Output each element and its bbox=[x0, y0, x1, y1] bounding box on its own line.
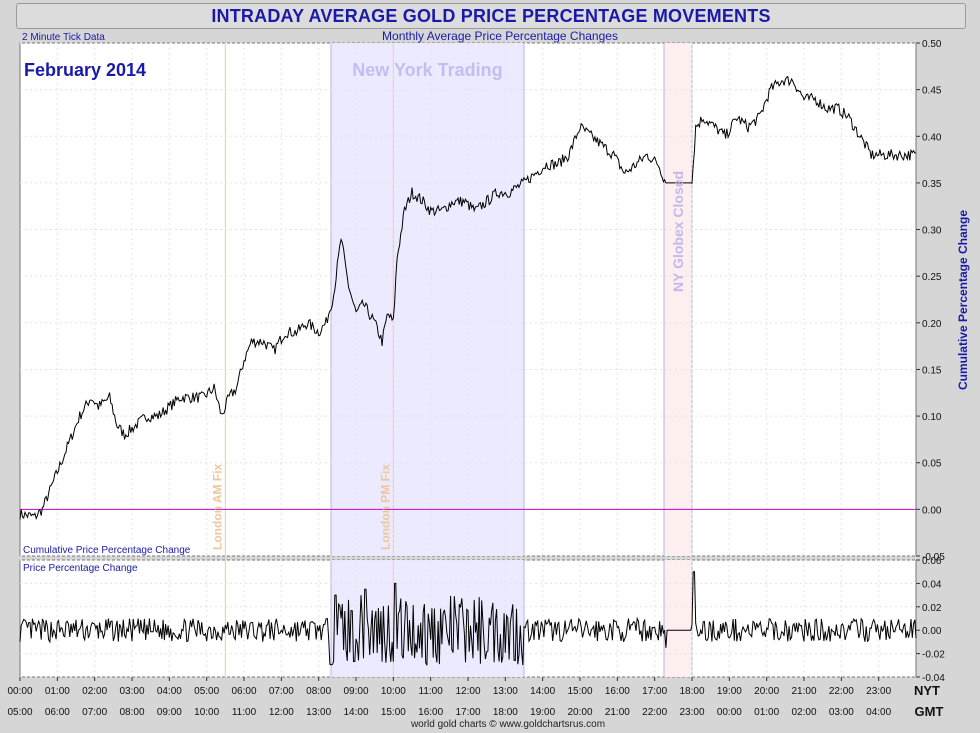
x-tick-label-gmt: 20:00 bbox=[567, 707, 592, 718]
period-label: February 2014 bbox=[24, 60, 146, 80]
x-tick-label-gmt: 10:00 bbox=[194, 707, 219, 718]
x-tick-label-nyt: 17:00 bbox=[642, 686, 667, 697]
x-tick-label-gmt: 23:00 bbox=[679, 707, 704, 718]
x-tick-label-gmt: 15:00 bbox=[381, 707, 406, 718]
x-tick-label-gmt: 18:00 bbox=[493, 707, 518, 718]
subtitle: Monthly Average Price Percentage Changes bbox=[382, 29, 618, 43]
upper-panel-title: Cumulative Price Percentage Change bbox=[23, 545, 191, 556]
lower-panel-title: Price Percentage Change bbox=[23, 563, 138, 574]
globex-closed-label: NY Globex Closed bbox=[670, 171, 686, 292]
y-tick-label: 0.15 bbox=[922, 365, 942, 376]
x-tick-label-nyt: 04:00 bbox=[157, 686, 182, 697]
y-tick-label: 0.06 bbox=[922, 556, 942, 567]
footer-credit: world gold charts © www.goldchartsrus.co… bbox=[410, 719, 605, 730]
x-tick-label-gmt: 04:00 bbox=[866, 707, 891, 718]
y-tick-label: 0.00 bbox=[922, 626, 942, 637]
y-tick-label: 0.10 bbox=[922, 412, 942, 423]
x-tick-label-nyt: 07:00 bbox=[269, 686, 294, 697]
y-axis-title: Cumulative Percentage Change bbox=[956, 210, 970, 390]
x-tick-label-gmt: 12:00 bbox=[269, 707, 294, 718]
x-tick-label-nyt: 14:00 bbox=[530, 686, 555, 697]
y-tick-label: 0.20 bbox=[922, 319, 942, 330]
y-tick-label: 0.35 bbox=[922, 179, 942, 190]
x-tick-label-gmt: 00:00 bbox=[717, 707, 742, 718]
y-tick-label: 0.50 bbox=[922, 39, 942, 50]
x-tick-label-gmt: 14:00 bbox=[343, 707, 368, 718]
x-tick-label-nyt: 23:00 bbox=[866, 686, 891, 697]
x-tick-label-gmt: 03:00 bbox=[829, 707, 854, 718]
y-tick-label: 0.05 bbox=[922, 459, 942, 470]
x-tick-label-gmt: 05:00 bbox=[7, 707, 32, 718]
london-pm-fix-label: London PM Fix bbox=[378, 464, 392, 550]
x-tick-label-nyt: 08:00 bbox=[306, 686, 331, 697]
x-tick-label-nyt: 06:00 bbox=[231, 686, 256, 697]
x-tick-label-nyt: 21:00 bbox=[791, 686, 816, 697]
x-tick-label-nyt: 15:00 bbox=[567, 686, 592, 697]
x-tick-label-gmt: 22:00 bbox=[642, 707, 667, 718]
x-tick-label-nyt: 10:00 bbox=[381, 686, 406, 697]
x-tick-label-gmt: 09:00 bbox=[157, 707, 182, 718]
x-tick-label-nyt: 02:00 bbox=[82, 686, 107, 697]
y-tick-label: 0.04 bbox=[922, 579, 942, 590]
x-tick-label-nyt: 01:00 bbox=[45, 686, 70, 697]
percentage-change-series-line bbox=[19, 571, 917, 666]
y-tick-label: -0.05 bbox=[922, 552, 945, 563]
x-tick-label-nyt: 18:00 bbox=[679, 686, 704, 697]
x-tick-label-gmt: 16:00 bbox=[418, 707, 443, 718]
x-tick-label-nyt: 03:00 bbox=[119, 686, 144, 697]
london-am-fix-label: London AM Fix bbox=[210, 463, 224, 550]
y-tick-label: 0.02 bbox=[922, 603, 942, 614]
chart-title: INTRADAY AVERAGE GOLD PRICE PERCENTAGE M… bbox=[16, 3, 966, 29]
tick-note: 2 Minute Tick Data bbox=[22, 32, 105, 43]
x-tick-label-gmt: 21:00 bbox=[605, 707, 630, 718]
nyt-axis-label: NYT bbox=[914, 683, 940, 698]
x-tick-label-nyt: 11:00 bbox=[419, 686, 444, 697]
y-tick-label: 0.00 bbox=[922, 505, 942, 516]
x-tick-label-gmt: 06:00 bbox=[45, 707, 70, 718]
x-tick-label-nyt: 20:00 bbox=[754, 686, 779, 697]
globex-closed-band-upper bbox=[664, 43, 692, 556]
cumulative-series-line bbox=[19, 75, 917, 521]
x-tick-label-gmt: 01:00 bbox=[754, 707, 779, 718]
x-tick-label-gmt: 07:00 bbox=[82, 707, 107, 718]
ny-trading-label: New York Trading bbox=[352, 60, 502, 80]
globex-closed-band-lower bbox=[664, 560, 692, 677]
x-tick-label-nyt: 09:00 bbox=[343, 686, 368, 697]
gmt-axis-label: GMT bbox=[915, 704, 944, 719]
y-tick-label: 0.45 bbox=[922, 86, 942, 97]
x-tick-label-gmt: 08:00 bbox=[119, 707, 144, 718]
x-tick-label-gmt: 02:00 bbox=[791, 707, 816, 718]
ny-trading-band-upper bbox=[330, 43, 524, 556]
x-tick-label-nyt: 13:00 bbox=[493, 686, 518, 697]
x-tick-label-gmt: 17:00 bbox=[455, 707, 480, 718]
x-tick-label-nyt: 12:00 bbox=[455, 686, 480, 697]
x-tick-label-nyt: 22:00 bbox=[829, 686, 854, 697]
y-tick-label: 0.30 bbox=[922, 226, 942, 237]
x-tick-label-nyt: 00:00 bbox=[7, 686, 32, 697]
x-tick-label-nyt: 16:00 bbox=[605, 686, 630, 697]
x-tick-label-gmt: 19:00 bbox=[530, 707, 555, 718]
y-tick-label: -0.02 bbox=[922, 650, 945, 661]
x-tick-label-nyt: 19:00 bbox=[717, 686, 742, 697]
x-tick-label-gmt: 11:00 bbox=[232, 707, 257, 718]
y-tick-label: 0.40 bbox=[922, 132, 942, 143]
x-tick-label-nyt: 05:00 bbox=[194, 686, 219, 697]
x-tick-label-gmt: 13:00 bbox=[306, 707, 331, 718]
y-tick-label: -0.04 bbox=[922, 673, 945, 684]
y-tick-label: 0.25 bbox=[922, 272, 942, 283]
